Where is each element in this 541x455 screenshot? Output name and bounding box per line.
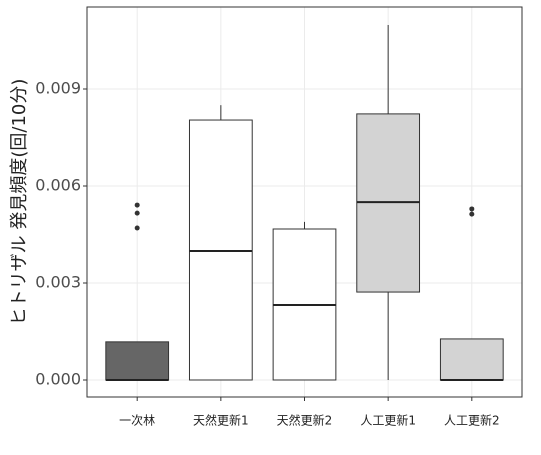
outlier [134, 225, 140, 231]
outlier [469, 211, 475, 217]
outlier [134, 202, 140, 208]
outlier [469, 206, 475, 212]
x-tick-label: 人工更新1 [360, 413, 416, 428]
y-axis-label: ヒトリザル 発見頻度(回/10分) [9, 79, 30, 326]
y-tick-label: 0.006 [35, 175, 81, 194]
x-tick-label: 天然更新2 [277, 413, 333, 428]
y-tick-label: 0.003 [35, 272, 81, 291]
box [439, 338, 504, 381]
x-tick-label: 一次林 [119, 414, 155, 428]
x-tick-label: 人工更新2 [444, 413, 500, 428]
outlier [134, 210, 140, 216]
x-tick-label: 天然更新1 [193, 413, 249, 428]
panel-border [86, 6, 523, 398]
y-tick-label: 0.000 [35, 369, 81, 388]
y-tick-label: 0.009 [35, 78, 81, 97]
box [105, 341, 170, 381]
